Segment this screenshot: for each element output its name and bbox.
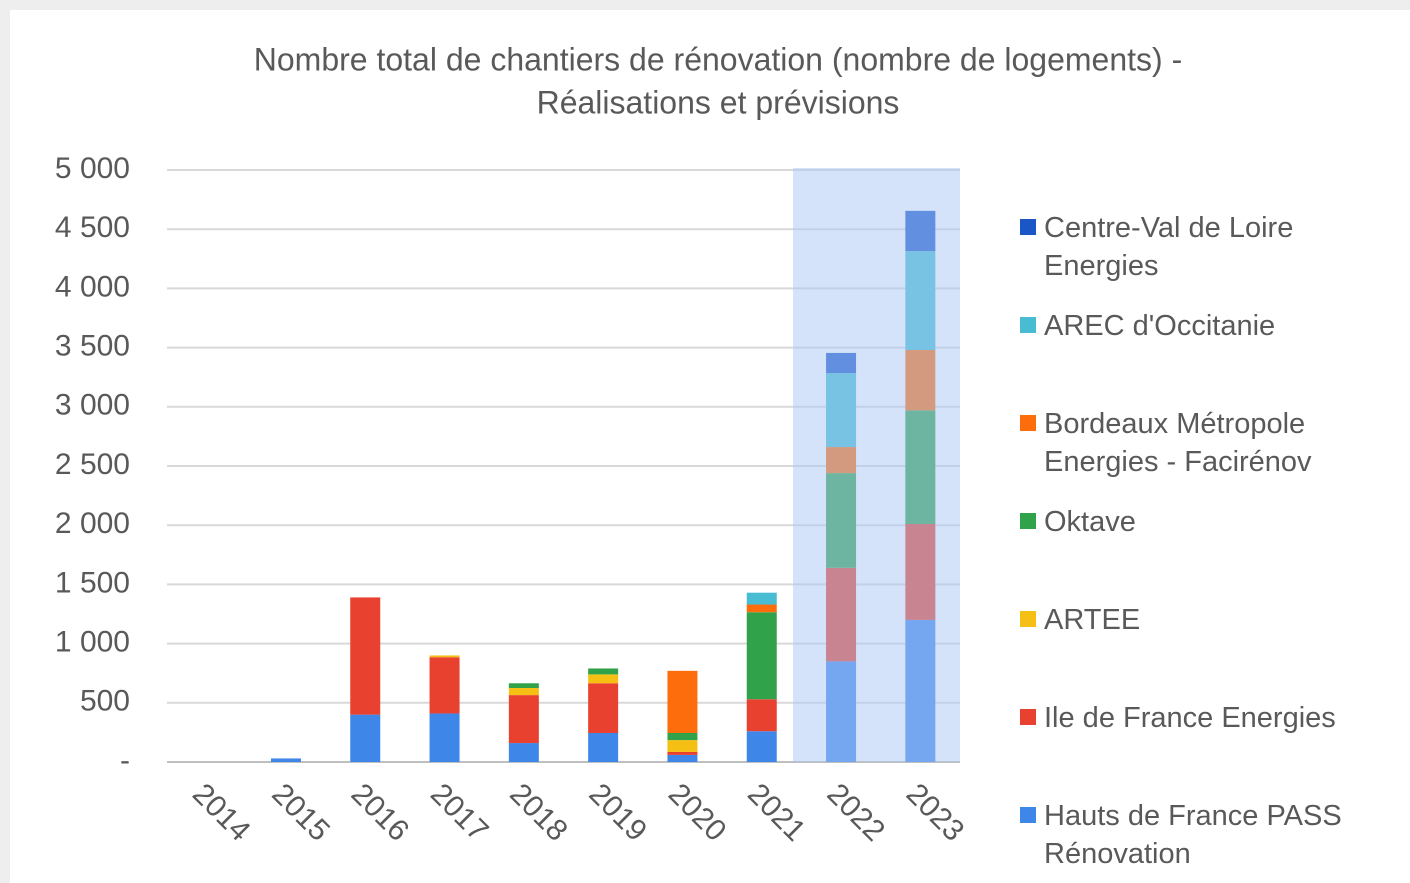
bar-segment [270, 758, 301, 762]
chart-title: Nombre total de chantiers de rénovation … [254, 41, 1182, 77]
bar-segment [746, 612, 777, 700]
bar-segment [588, 732, 619, 762]
bar-segment [667, 670, 698, 733]
y-tick-label: 4 000 [55, 270, 130, 303]
bar-segment [350, 597, 381, 715]
legend-swatch [1020, 807, 1036, 823]
bar-segment [746, 699, 777, 732]
legend-item: Oktave [1020, 503, 1410, 541]
legend-label: Bordeaux Métropole Energies - Facirénov [1044, 408, 1312, 478]
y-tick-label: 3 000 [55, 389, 130, 422]
bar-segment [429, 655, 460, 658]
x-tick-label: 2016 [345, 777, 416, 848]
bar-segment [588, 683, 619, 733]
legend-swatch [1020, 611, 1036, 627]
legend-item: Bordeaux Métropole Energies - Facirénov [1020, 405, 1410, 481]
y-tick-label: 1 500 [55, 566, 130, 599]
x-tick-label: 2020 [662, 777, 733, 848]
x-tick-label: 2018 [503, 777, 574, 848]
legend-label: Centre-Val de Loire Energies [1044, 212, 1294, 282]
bar-segment [746, 604, 777, 613]
bar-segment [508, 688, 539, 696]
panel [10, 10, 1410, 883]
chart-title: Réalisations et prévisions [537, 84, 900, 120]
legend-swatch [1020, 317, 1036, 333]
legend-label: Oktave [1044, 506, 1136, 538]
forecast-highlight [793, 168, 960, 762]
bar-segment [588, 674, 619, 684]
y-tick-label: - [120, 744, 130, 777]
x-tick-label: 2017 [424, 777, 495, 848]
bar-segment [508, 695, 539, 744]
legend-item: Hauts de France PASS Rénovation [1020, 797, 1410, 873]
x-tick-label: 2014 [186, 777, 257, 848]
bar-segment [746, 731, 777, 762]
x-tick-label: 2022 [820, 777, 891, 848]
y-tick-label: 5 000 [55, 152, 130, 185]
legend-item: Ile de France Energies [1020, 699, 1410, 737]
bar-segment [350, 714, 381, 762]
legend-swatch [1020, 219, 1036, 235]
legend-swatch [1020, 415, 1036, 431]
y-tick-label: 4 500 [55, 211, 130, 244]
legend-swatch [1020, 513, 1036, 529]
legend-label: AREC d'Occitanie [1044, 310, 1276, 342]
y-tick-label: 2 000 [55, 507, 130, 540]
x-tick-label: 2021 [741, 777, 812, 848]
x-tick-label: 2015 [265, 777, 336, 848]
bar-segment [588, 668, 619, 675]
legend-label: Hauts de France PASS Rénovation [1044, 800, 1342, 870]
x-tick-label: 2023 [900, 777, 971, 848]
bar-segment [429, 657, 460, 714]
y-tick-label: 1 000 [55, 626, 130, 659]
bar-segment [508, 743, 539, 762]
bar-segment [746, 592, 777, 605]
legend-label: Ile de France Energies [1044, 702, 1336, 734]
bar-segment [667, 740, 698, 752]
legend-swatch [1020, 709, 1036, 725]
x-tick-label: 2019 [583, 777, 654, 848]
bar-segment [667, 732, 698, 741]
bar-segment [508, 683, 539, 688]
legend-item: ARTEE [1020, 601, 1410, 639]
bar-segment [667, 754, 698, 762]
y-tick-label: 500 [80, 685, 130, 718]
bar-segment [667, 751, 698, 755]
legend-item: AREC d'Occitanie [1020, 307, 1410, 345]
legend-item: Centre-Val de Loire Energies [1020, 209, 1410, 285]
legend-label: ARTEE [1044, 604, 1141, 636]
y-tick-label: 2 500 [55, 448, 130, 481]
y-tick-label: 3 500 [55, 330, 130, 363]
bar-segment [429, 713, 460, 762]
